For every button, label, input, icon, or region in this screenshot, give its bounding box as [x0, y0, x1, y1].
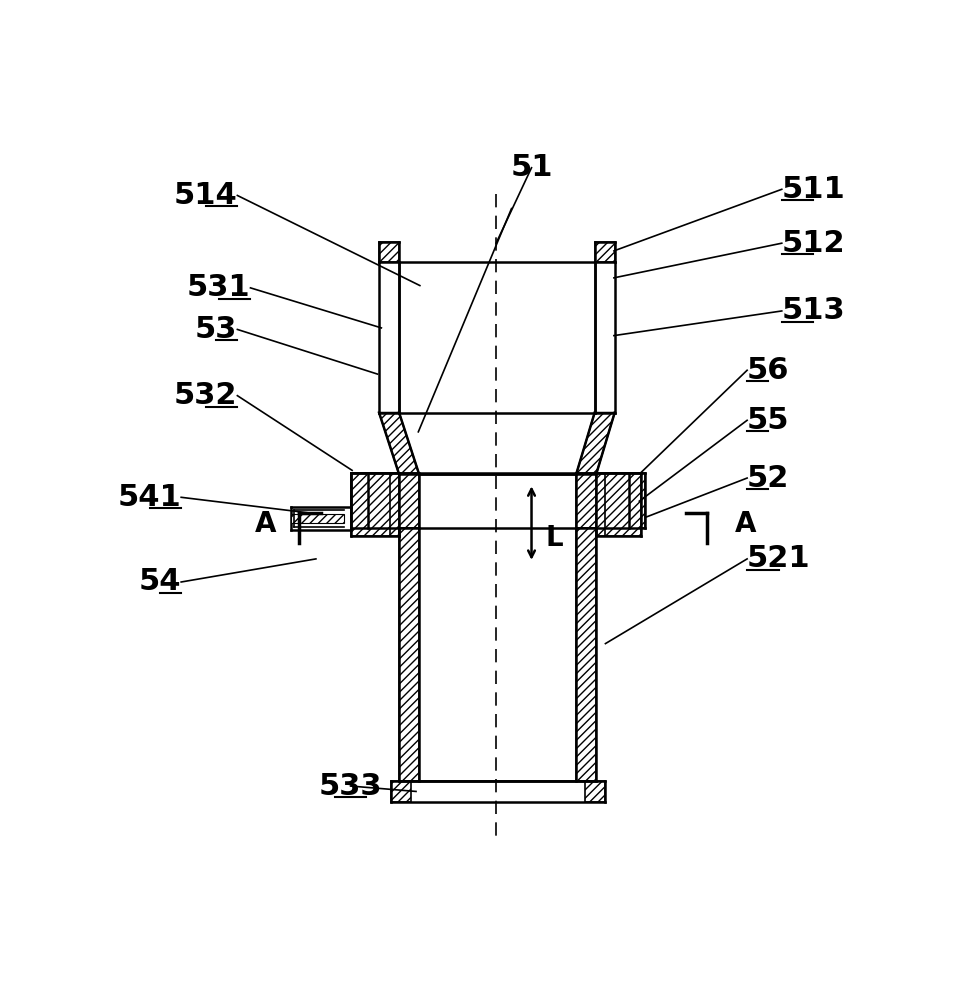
- Bar: [391, 781, 410, 802]
- Bar: [596, 473, 641, 536]
- Polygon shape: [379, 413, 419, 474]
- Bar: [350, 473, 399, 536]
- Text: 52: 52: [747, 464, 790, 493]
- Bar: [368, 473, 419, 528]
- Text: 511: 511: [782, 175, 845, 204]
- Bar: [594, 242, 615, 262]
- Bar: [379, 242, 399, 262]
- Text: 514: 514: [173, 181, 237, 210]
- Text: 56: 56: [747, 356, 790, 385]
- Bar: [399, 528, 419, 781]
- Text: 512: 512: [782, 229, 845, 258]
- Text: 55: 55: [747, 406, 790, 435]
- Text: 541: 541: [117, 483, 181, 512]
- Bar: [586, 781, 605, 802]
- Bar: [419, 473, 576, 528]
- Bar: [576, 528, 596, 781]
- Text: 521: 521: [747, 544, 811, 573]
- Text: 54: 54: [138, 568, 181, 596]
- Text: A: A: [255, 510, 276, 538]
- Text: 532: 532: [174, 381, 237, 410]
- Bar: [350, 473, 368, 528]
- Text: L: L: [545, 524, 563, 552]
- Polygon shape: [576, 413, 615, 474]
- Bar: [419, 528, 576, 781]
- Text: 513: 513: [782, 296, 845, 325]
- Text: 51: 51: [510, 153, 553, 182]
- Bar: [576, 473, 628, 528]
- Bar: [628, 473, 646, 528]
- Text: A: A: [735, 510, 756, 538]
- Bar: [291, 514, 345, 523]
- Text: 533: 533: [318, 772, 382, 801]
- Text: 53: 53: [195, 315, 237, 344]
- Text: 531: 531: [187, 273, 251, 302]
